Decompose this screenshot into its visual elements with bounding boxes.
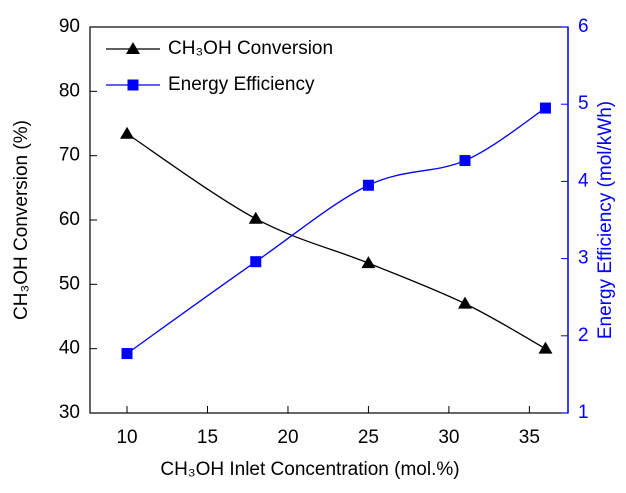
square-marker xyxy=(539,102,551,114)
triangle-marker xyxy=(457,296,472,309)
y2-tick-label: 4 xyxy=(578,170,589,191)
y2-tick-label: 6 xyxy=(578,16,589,37)
y2-tick-label: 2 xyxy=(578,325,589,346)
triangle-marker xyxy=(126,42,140,54)
triangle-marker xyxy=(248,211,263,224)
y2-axis-label: Energy Efficiency (mol/kWh) xyxy=(595,101,616,339)
y-tick-label: 30 xyxy=(59,402,80,423)
y2-tick-label: 3 xyxy=(578,248,589,269)
x-axis-label: CH₃OH Inlet Concentration (mol.%) xyxy=(160,459,459,480)
y-tick-label: 50 xyxy=(59,273,80,294)
x-tick-label: 20 xyxy=(277,427,298,448)
x-tick-label: 30 xyxy=(438,427,459,448)
x-tick-label: 10 xyxy=(116,427,137,448)
square-marker xyxy=(121,348,133,360)
y-tick-label: 70 xyxy=(59,145,80,166)
y-tick-label: 40 xyxy=(59,338,80,359)
x-tick-label: 35 xyxy=(519,427,540,448)
y-tick-label: 90 xyxy=(59,16,80,37)
x-tick-label: 15 xyxy=(197,427,218,448)
y2-tick-label: 1 xyxy=(578,402,589,423)
legend-label: Energy Efficiency xyxy=(168,74,315,95)
square-marker xyxy=(127,79,139,91)
y2-tick-label: 5 xyxy=(578,93,589,114)
y-axis-label: CH₃OH Conversion (%) xyxy=(11,120,32,320)
legend-label: CH₃OH Conversion xyxy=(168,38,333,59)
x-tick-label: 25 xyxy=(358,427,379,448)
square-marker xyxy=(362,179,374,191)
plot-frame xyxy=(89,26,569,414)
series-line xyxy=(126,133,546,350)
triangle-marker xyxy=(120,126,135,139)
triangle-marker xyxy=(361,256,376,269)
square-marker xyxy=(459,155,471,167)
series-line xyxy=(126,107,546,355)
square-marker xyxy=(250,256,262,268)
y-tick-label: 60 xyxy=(59,209,80,230)
triangle-marker xyxy=(538,341,553,354)
y-tick-label: 80 xyxy=(59,80,80,101)
